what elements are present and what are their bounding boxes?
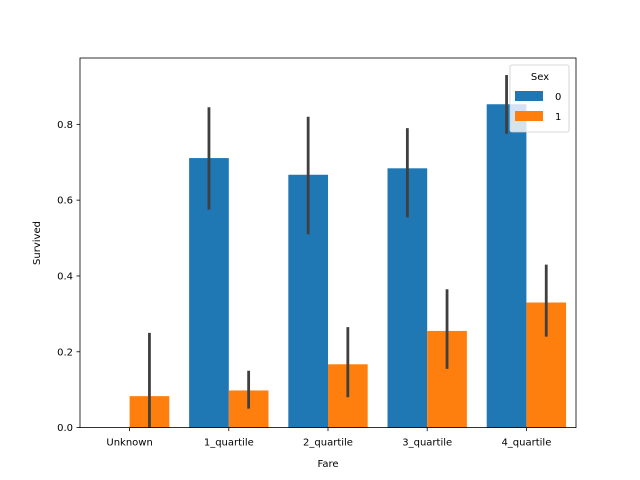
bar-4_quartile-sex-0 [486, 104, 527, 428]
y-tick-label: 0.2 [57, 347, 73, 358]
legend-label-sex-0: 0 [555, 92, 561, 103]
y-tick-label: 0.4 [57, 271, 73, 282]
y-tick-label: 0.6 [57, 196, 73, 207]
legend: Sex 01 [509, 64, 570, 133]
x-tick-label: 2_quartile [303, 438, 353, 449]
y-tick-label: 0.0 [57, 423, 73, 434]
x-tick-label: 1_quartile [204, 438, 254, 449]
legend-items: 01 [515, 91, 561, 123]
x-axis-label: Fare [317, 459, 338, 470]
y-axis: 0.0 0.2 0.4 0.6 0.8 [57, 120, 80, 434]
x-tick-label: Unknown [106, 438, 152, 449]
legend-swatch-sex-0 [515, 91, 543, 101]
x-tick-label: 4_quartile [501, 438, 551, 449]
x-axis: Unknown 1_quartile 2_quartile 3_quartile 4_q… [106, 427, 551, 449]
legend-swatch-sex-1 [515, 111, 543, 121]
x-tick-label: 3_quartile [402, 438, 452, 449]
errorbars-layer [148, 75, 548, 428]
legend-label-sex-1: 1 [555, 112, 561, 123]
y-tick-label: 0.8 [57, 120, 73, 131]
y-axis-label: Survived [32, 221, 43, 265]
bars-layer [129, 104, 567, 428]
legend-title: Sex [531, 72, 549, 83]
